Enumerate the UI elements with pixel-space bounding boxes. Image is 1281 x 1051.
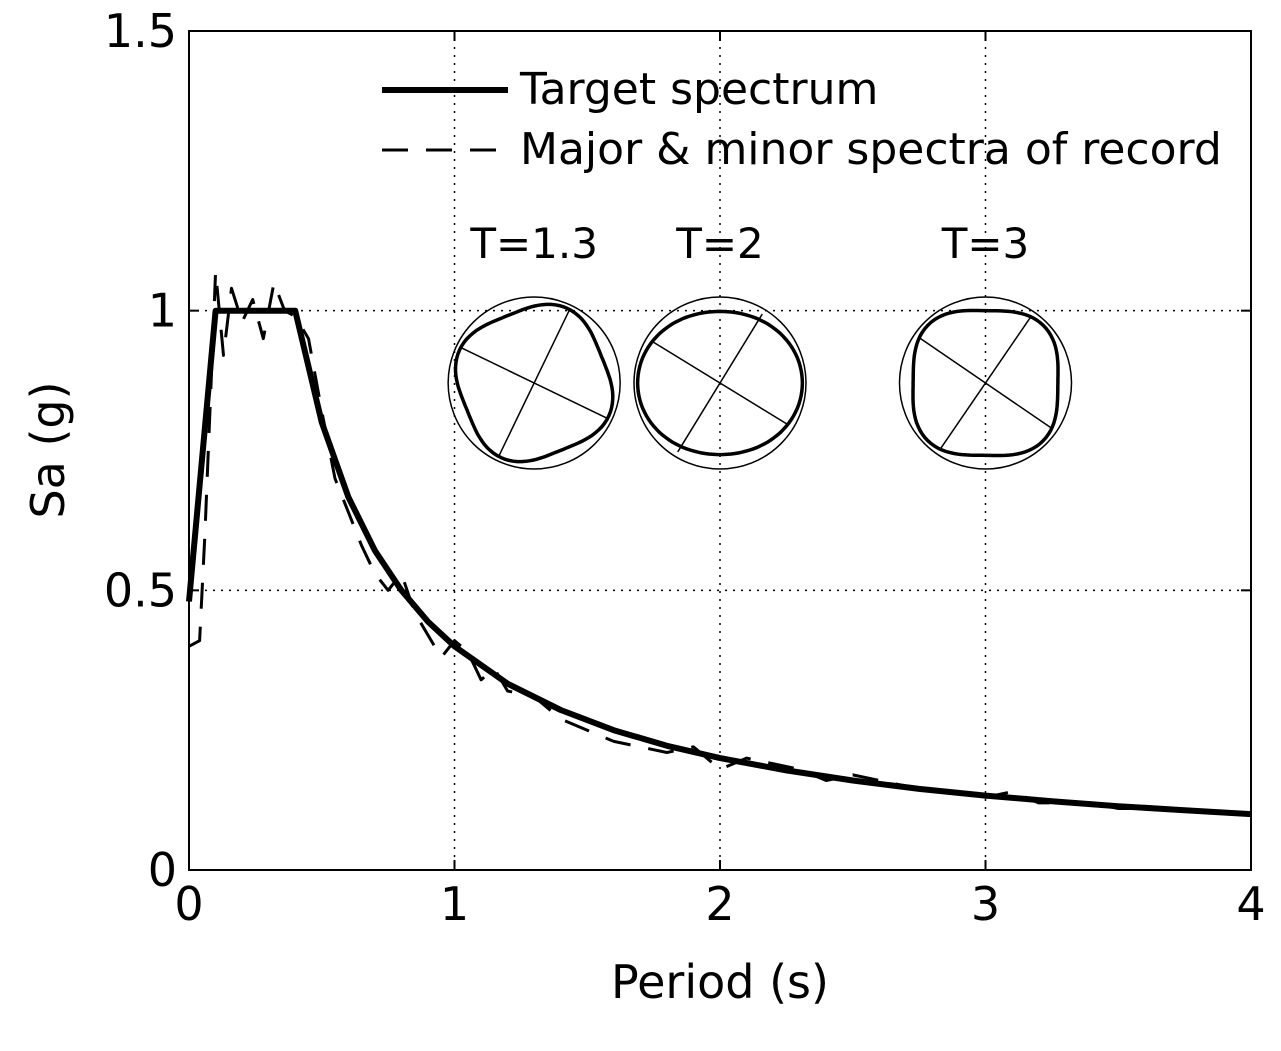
x-tick-label: 0 [174,877,203,931]
annotations: T=1.3 T=2 T=3 [469,219,1029,268]
inset-minor-axis [498,309,570,457]
series-line-target [186,307,1252,818]
period-annotation: T=2 [675,219,764,268]
period-annotation: T=3 [941,219,1030,268]
plot-lines [186,270,1252,818]
inset-outer-circle [633,296,807,470]
series-line-record [188,270,1252,816]
direction-inset [633,296,807,470]
legend-label-record: Major & minor spectra of record [520,124,1222,175]
direction-inset [447,296,621,470]
axis-ticks: 0 1 2 3 4 0 0.5 1 1.5 [104,4,1266,931]
grid [189,31,1251,870]
inset-minor-axis [677,313,763,453]
inset-spectrum-curve [635,309,805,457]
y-axis-label: Sa (g) [21,381,75,518]
x-tick-label: 1 [440,877,469,931]
y-tick-label: 0.5 [104,563,177,617]
y-tick-label: 0 [148,843,177,897]
x-tick-label: 2 [705,877,734,931]
inset-outer-circle [898,296,1073,470]
inset-spectrum-curve [453,302,615,464]
y-tick-label: 1 [148,284,177,338]
y-tick-label: 1.5 [104,4,177,58]
inset-outer-circle [447,296,621,470]
inset-spectrum-curve [911,308,1060,458]
x-tick-label: 3 [971,877,1000,931]
direction-insets [447,296,1073,470]
x-axis-label: Period (s) [611,955,829,1009]
legend: Target spectrum Major & minor spectra of… [382,64,1222,175]
x-tick-label: 4 [1236,877,1265,931]
inset-minor-axis [939,315,1032,451]
period-annotation: T=1.3 [469,219,598,268]
legend-label-target: Target spectrum [519,64,878,115]
direction-inset [898,296,1073,470]
